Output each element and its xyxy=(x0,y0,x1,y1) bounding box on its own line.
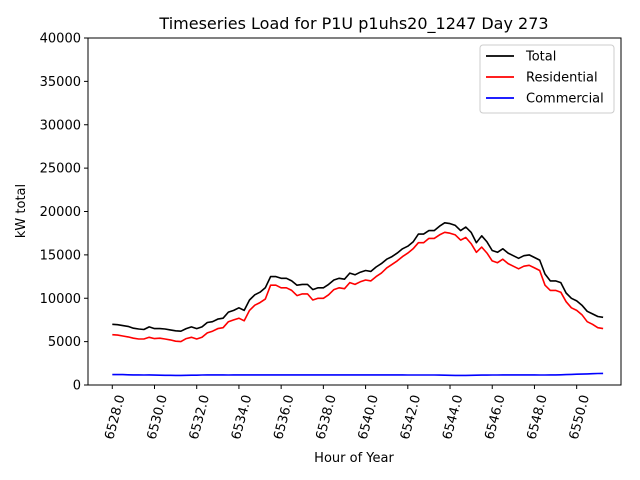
legend-label-residential: Residential xyxy=(526,71,598,86)
series-line-residential xyxy=(112,231,604,343)
y-tick-label: 40000 xyxy=(40,32,81,47)
y-tick-label: 10000 xyxy=(40,292,81,307)
legend: Total Residential Commercial xyxy=(479,44,615,114)
y-tick-label: 5000 xyxy=(48,335,81,350)
legend-label-commercial: Commercial xyxy=(526,92,604,107)
y-tick-label: 15000 xyxy=(40,248,81,263)
plot-area xyxy=(112,222,604,377)
y-tick-label: 0 xyxy=(73,379,81,394)
series-line-commercial xyxy=(112,372,604,377)
y-axis: 0 5000 10000 15000 20000 25000 30000 35000 40000 xyxy=(40,32,88,394)
legend-label-total: Total xyxy=(525,50,556,65)
legend-box xyxy=(479,44,615,114)
y-tick-label: 30000 xyxy=(40,118,81,133)
y-axis-label: kW total xyxy=(14,184,29,238)
y-tick-label: 25000 xyxy=(40,162,81,177)
series-line-total xyxy=(112,222,604,333)
y-tick-label: 35000 xyxy=(40,75,81,90)
y-tick-label: 20000 xyxy=(40,205,81,220)
x-axis-label: Hour of Year xyxy=(314,451,394,466)
chart-title: Timeseries Load for P1U p1uhs20_1247 Day… xyxy=(158,14,548,34)
